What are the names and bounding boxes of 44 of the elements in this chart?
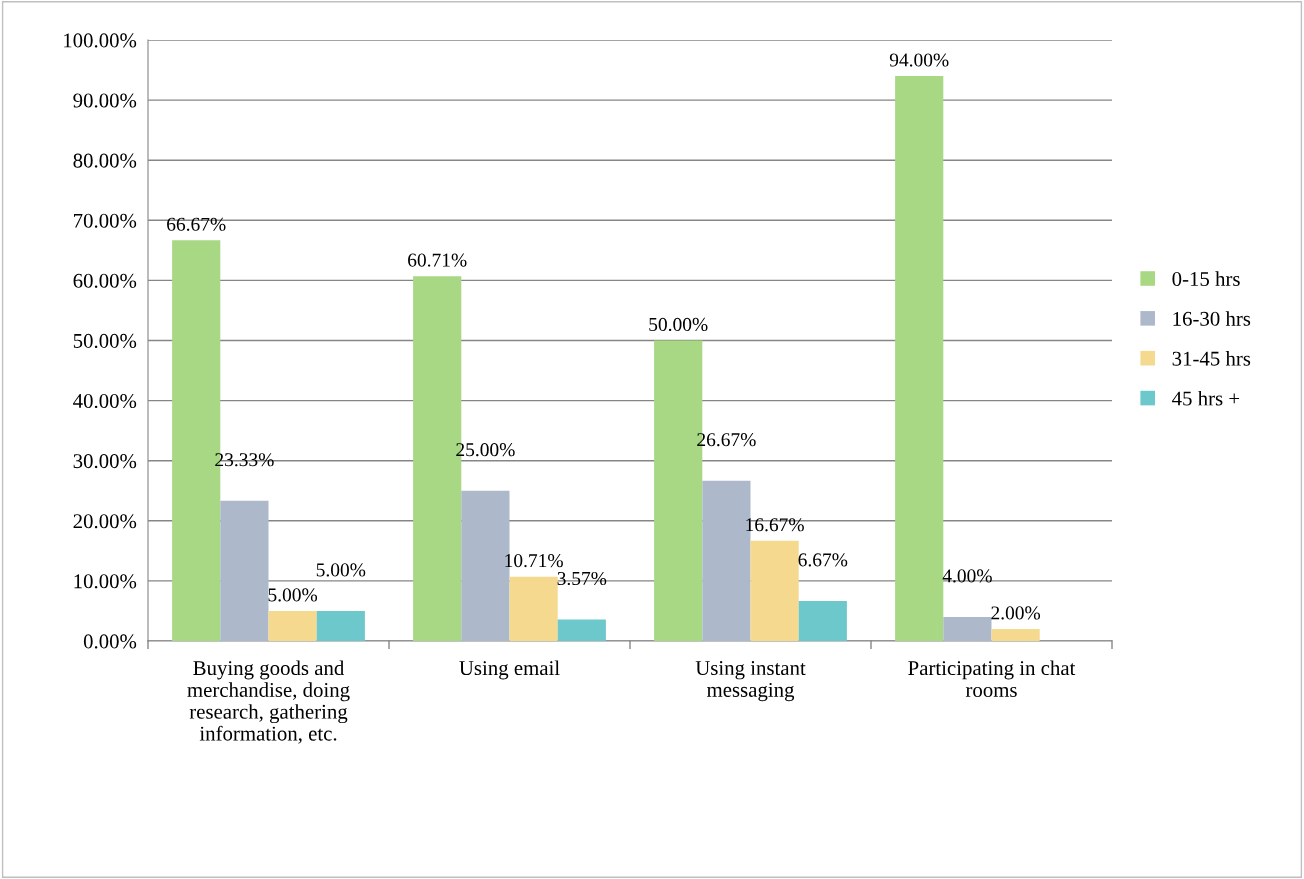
y-tick-label: 40.00% <box>73 393 137 409</box>
bar <box>895 76 944 641</box>
y-tick-label: 80.00% <box>73 153 137 168</box>
legend-label: 16-30 hrs <box>1173 311 1251 326</box>
data-label: 50.00% <box>649 317 708 332</box>
y-tick-label: 0.00% <box>83 634 137 649</box>
x-tick-label: Using email <box>459 660 560 680</box>
bar <box>268 610 317 641</box>
y-tick-label: 100.00% <box>64 33 137 48</box>
data-label: 10.71% <box>505 554 563 568</box>
bar <box>943 616 992 641</box>
x-tick-label: Participating in chat rooms <box>908 660 1076 697</box>
y-tick-label: 30.00% <box>73 454 137 469</box>
y-tick-label: 20.00% <box>73 514 137 529</box>
data-label: 16.67% <box>746 518 804 532</box>
legend-label: 45 hrs + <box>1172 390 1240 406</box>
data-label: 4.00% <box>942 569 992 583</box>
x-tick-label: Using instant messaging <box>695 661 806 702</box>
x-tick-label: Buying goods and merchandise, doing research, gathering information, etc. <box>187 660 350 744</box>
data-label: 2.00% <box>991 606 1041 620</box>
data-label: 66.67% <box>167 217 226 231</box>
y-tick-label: 70.00% <box>74 213 137 228</box>
data-label: 3.57% <box>557 571 607 586</box>
bar <box>798 600 847 641</box>
bar <box>220 500 269 641</box>
y-tick-label: 90.00% <box>73 93 137 108</box>
data-label: 60.71% <box>408 253 467 267</box>
legend-label: 0-15 hrs <box>1172 271 1240 286</box>
data-label: 6.67% <box>798 553 848 567</box>
bar <box>557 619 606 641</box>
data-label: 5.00% <box>316 563 366 577</box>
y-tick-label: 60.00% <box>73 273 137 288</box>
data-label: 23.33% <box>215 453 274 467</box>
bar <box>750 540 799 641</box>
y-tick-label: 50.00% <box>73 333 137 349</box>
bar <box>991 628 1040 641</box>
data-label: 94.00% <box>889 53 949 67</box>
bar <box>509 576 558 641</box>
legend-label: 31-45 hrs <box>1172 351 1251 366</box>
data-label: 25.00% <box>456 443 515 457</box>
data-label: 26.67% <box>697 433 756 447</box>
bar <box>316 610 365 641</box>
data-label: 5.00% <box>268 588 318 602</box>
y-tick-label: 10.00% <box>74 574 137 589</box>
